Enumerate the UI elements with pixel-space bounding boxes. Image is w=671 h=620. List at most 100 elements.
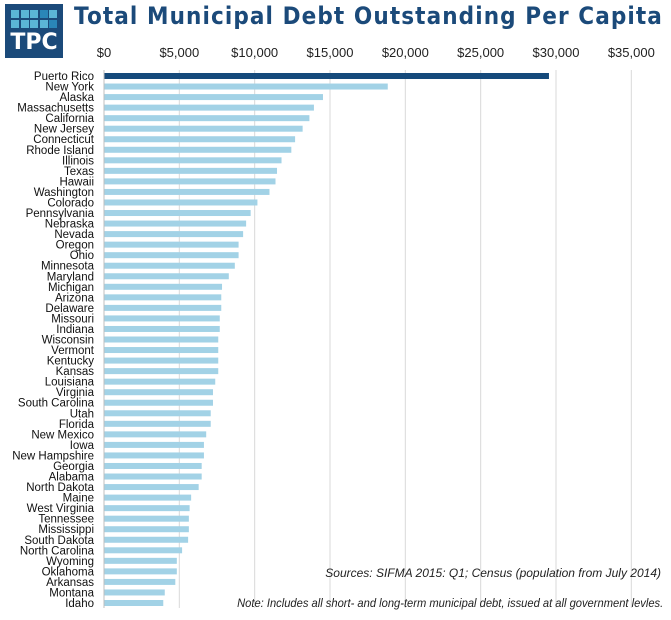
- category-label: Maine: [63, 493, 94, 505]
- category-label: Minnesota: [41, 261, 95, 273]
- bar: [104, 210, 251, 217]
- logo-cell: [39, 20, 48, 28]
- category-label: Missouri: [51, 313, 94, 325]
- category-label: Washington: [34, 187, 94, 199]
- logo-cell: [39, 10, 48, 18]
- source-text: Sources: SIFMA 2015: Q1; Census (populat…: [325, 566, 661, 580]
- category-label: South Dakota: [24, 535, 94, 547]
- bar: [104, 536, 189, 543]
- category-label: Wyoming: [46, 556, 94, 568]
- x-tick-label: $10,000: [231, 45, 278, 60]
- bar: [104, 73, 549, 79]
- category-label: Illinois: [62, 155, 94, 167]
- category-label: Iowa: [70, 440, 95, 452]
- note-text: Note: Includes all short- and long-term …: [236, 596, 663, 610]
- x-tick-label: $30,000: [533, 45, 580, 60]
- bar: [104, 220, 247, 227]
- category-label: Arkansas: [46, 577, 94, 589]
- category-label: Louisiana: [45, 377, 95, 389]
- category-label: North Carolina: [20, 545, 95, 557]
- category-label: Oklahoma: [42, 566, 95, 578]
- x-tick-label: $0: [97, 45, 111, 60]
- bar: [104, 378, 216, 385]
- bar: [104, 136, 296, 143]
- bar: [104, 273, 229, 280]
- bar: [104, 125, 303, 132]
- category-label: Wisconsin: [42, 335, 94, 347]
- bar: [104, 283, 223, 290]
- category-label: Nevada: [54, 229, 94, 241]
- category-label: Virginia: [56, 387, 95, 399]
- bar: [104, 115, 310, 122]
- category-label: Kentucky: [47, 356, 95, 368]
- category-label: Alabama: [49, 472, 95, 484]
- category-label: Oregon: [56, 240, 94, 252]
- logo-cell: [11, 10, 19, 18]
- category-label: Montana: [49, 587, 94, 599]
- x-tick-label: $15,000: [307, 45, 354, 60]
- logo-cell: [49, 20, 57, 28]
- bar: [104, 241, 239, 248]
- bar: [104, 547, 183, 554]
- bar: [104, 94, 323, 101]
- category-label: Mississippi: [38, 524, 94, 536]
- category-label: New Mexico: [31, 429, 94, 441]
- logo-grid-icon: [11, 10, 58, 30]
- bar: [104, 315, 220, 322]
- bar: [104, 505, 190, 512]
- bar: [104, 347, 219, 354]
- bar: [104, 178, 276, 185]
- category-label: Georgia: [53, 461, 95, 473]
- bar: [104, 568, 177, 575]
- bar: [104, 557, 177, 564]
- category-label: Arizona: [55, 292, 95, 304]
- category-label: Indiana: [56, 324, 94, 336]
- category-label: New Jersey: [34, 124, 94, 136]
- category-label: Tennessee: [38, 514, 94, 526]
- bar: [104, 188, 270, 195]
- bar: [104, 399, 213, 406]
- bar: [104, 473, 202, 480]
- bar: [104, 231, 244, 238]
- bar: [104, 452, 204, 459]
- bar: [104, 167, 278, 174]
- bar: [104, 441, 204, 448]
- x-tick-label: $5,000: [159, 45, 199, 60]
- bar: [104, 494, 192, 501]
- bar: [104, 199, 258, 206]
- category-label: Utah: [70, 408, 94, 420]
- category-label: Rhode Island: [26, 145, 94, 157]
- category-label: Michigan: [48, 282, 94, 294]
- bar: [104, 357, 219, 364]
- bar: [104, 325, 220, 332]
- bar: [104, 484, 199, 491]
- logo-text: TPC: [10, 30, 58, 55]
- category-label: South Carolina: [18, 398, 95, 410]
- category-label: Florida: [59, 419, 95, 431]
- bar: [104, 157, 282, 164]
- category-label: Pennsylvania: [26, 208, 95, 220]
- category-label: California: [45, 113, 94, 125]
- bar: [104, 104, 314, 111]
- bar: [104, 431, 207, 438]
- x-tick-label: $35,000: [608, 45, 655, 60]
- bar: [104, 304, 222, 311]
- bar: [104, 252, 239, 259]
- logo-cell: [30, 10, 38, 18]
- category-label: West Virginia: [27, 503, 95, 515]
- logo-cell: [20, 10, 29, 18]
- bar: [104, 83, 388, 90]
- category-label: New York: [45, 82, 94, 94]
- category-label: Colorado: [47, 197, 94, 209]
- chart-title: Total Municipal Debt Outstanding Per Cap…: [74, 2, 663, 30]
- bar: [104, 294, 222, 301]
- bar: [104, 420, 211, 427]
- category-label: North Dakota: [26, 482, 94, 494]
- bar: [104, 462, 202, 469]
- logo-cell: [20, 20, 29, 28]
- category-label: Ohio: [70, 250, 94, 262]
- category-label: Nebraska: [45, 219, 95, 231]
- logo-cell: [30, 20, 38, 28]
- logo-cell: [49, 10, 57, 18]
